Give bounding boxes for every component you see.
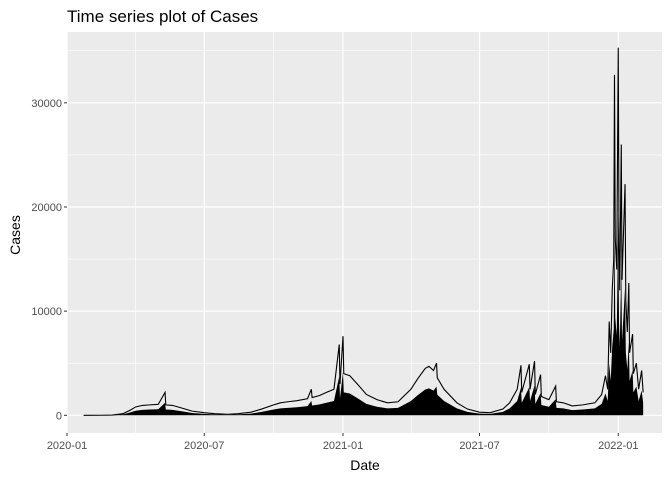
chart-title: Time series plot of Cases [67, 7, 258, 26]
series-line-cases [83, 47, 644, 416]
x-tick-label: 2021-01 [323, 440, 363, 452]
x-tick-label: 2022-01 [598, 440, 638, 452]
y-tick-label: 10000 [31, 306, 62, 318]
y-tick-label: 30000 [31, 98, 62, 110]
y-tick-label: 20000 [31, 202, 62, 214]
y-axis-title: Cases [7, 215, 23, 255]
x-tick-label: 2020-07 [184, 440, 224, 452]
x-tick-label: 2021-07 [459, 440, 499, 452]
y-tick-label: 0 [56, 410, 62, 422]
axis-ticks: 0 10000 20000 30000 2020-01 2020-07 2021-01 202… [31, 98, 638, 452]
x-tick-label: 2020-01 [47, 440, 87, 452]
x-axis-title: Date [350, 457, 380, 473]
plot-panel [67, 32, 662, 433]
